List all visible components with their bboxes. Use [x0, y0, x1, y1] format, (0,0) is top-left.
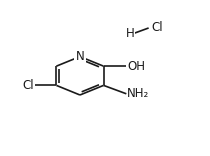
Text: Cl: Cl — [152, 21, 163, 34]
Text: H: H — [126, 27, 135, 40]
Text: N: N — [76, 50, 84, 63]
Text: NH₂: NH₂ — [127, 87, 149, 100]
Text: OH: OH — [127, 60, 145, 73]
Text: Cl: Cl — [23, 79, 34, 92]
